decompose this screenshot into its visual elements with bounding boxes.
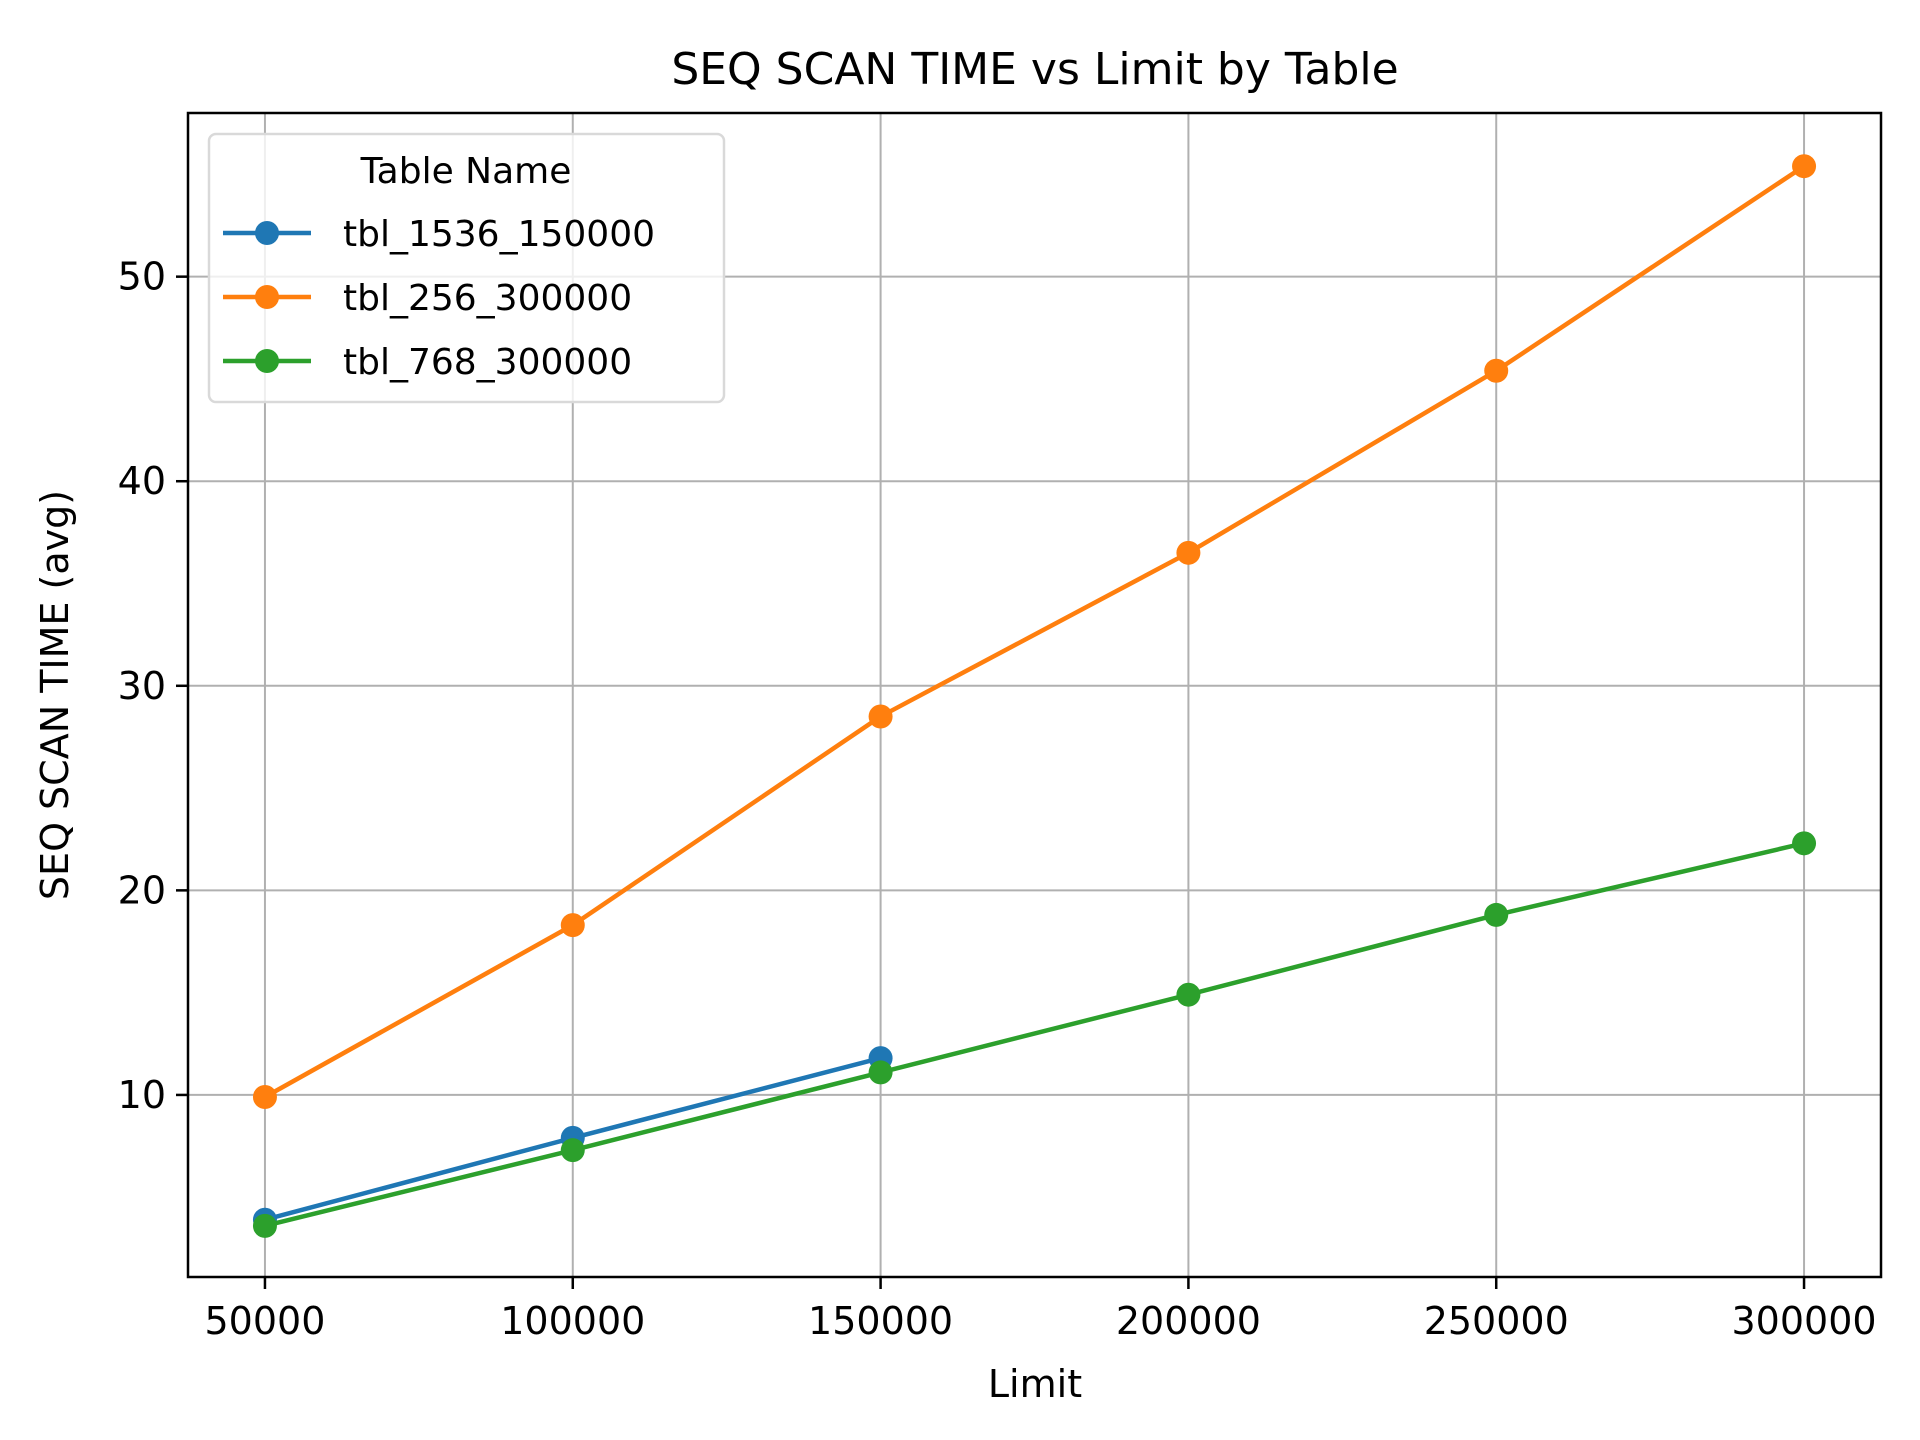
data-point — [560, 1138, 585, 1163]
y-tick-label: 10 — [118, 1073, 166, 1117]
axis-ticks: 50000 100000 150000 200000 250000 300000 10 20 3… — [118, 255, 1877, 1343]
x-tick-label: 200000 — [1116, 1299, 1261, 1343]
data-point — [1792, 154, 1817, 179]
data-point — [1484, 902, 1509, 927]
legend-label: tbl_256_300000 — [343, 278, 632, 319]
y-tick-label: 30 — [118, 664, 166, 708]
data-point — [868, 1060, 893, 1085]
plot-area-frame — [186, 111, 1883, 1279]
legend-label: tbl_768_300000 — [343, 342, 632, 383]
x-tick-label: 100000 — [500, 1299, 645, 1343]
x-tick-label: 300000 — [1732, 1299, 1877, 1343]
legend-label: tbl_1536_150000 — [343, 214, 655, 255]
data-point — [1176, 540, 1201, 565]
legend-title: Table Name — [360, 151, 572, 192]
y-tick-label: 50 — [118, 255, 166, 299]
y-tick-label: 40 — [118, 459, 166, 503]
x-tick-label: 50000 — [205, 1299, 326, 1343]
legend-marker — [255, 349, 279, 373]
series-tbl_768_300000 — [252, 831, 1817, 1238]
series-tbl_256_300000 — [252, 154, 1817, 1109]
data-point — [252, 1084, 277, 1109]
legend-marker — [255, 285, 279, 309]
series-line — [262, 163, 1807, 1100]
x-axis-label: Limit — [988, 1362, 1082, 1406]
chart-title: SEQ SCAN TIME vs Limit by Table — [671, 44, 1398, 95]
data-point — [560, 913, 585, 938]
data-point — [1484, 358, 1509, 383]
data-point — [868, 704, 893, 729]
grid — [188, 113, 1881, 1277]
y-tick-label: 20 — [118, 868, 166, 912]
data-point — [1792, 831, 1817, 856]
legend-entries: tbl_1536_150000 tbl_256_300000 tbl_768_300… — [223, 214, 655, 383]
legend-frame — [207, 132, 726, 404]
legend-item: tbl_256_300000 — [223, 278, 632, 319]
x-tick-label: 250000 — [1424, 1299, 1569, 1343]
x-tick-label: 150000 — [808, 1299, 953, 1343]
series-line — [262, 841, 1807, 1229]
legend-item: tbl_1536_150000 — [223, 214, 655, 255]
legend: Table Name tbl_1536_150000 tbl_256_300000… — [207, 132, 726, 404]
legend-marker — [255, 221, 279, 245]
data-point — [1176, 982, 1201, 1007]
data-point — [252, 1213, 277, 1238]
y-axis-label: SEQ SCAN TIME (avg) — [33, 490, 77, 900]
series-group — [252, 154, 1817, 1238]
legend-item: tbl_768_300000 — [223, 342, 632, 383]
